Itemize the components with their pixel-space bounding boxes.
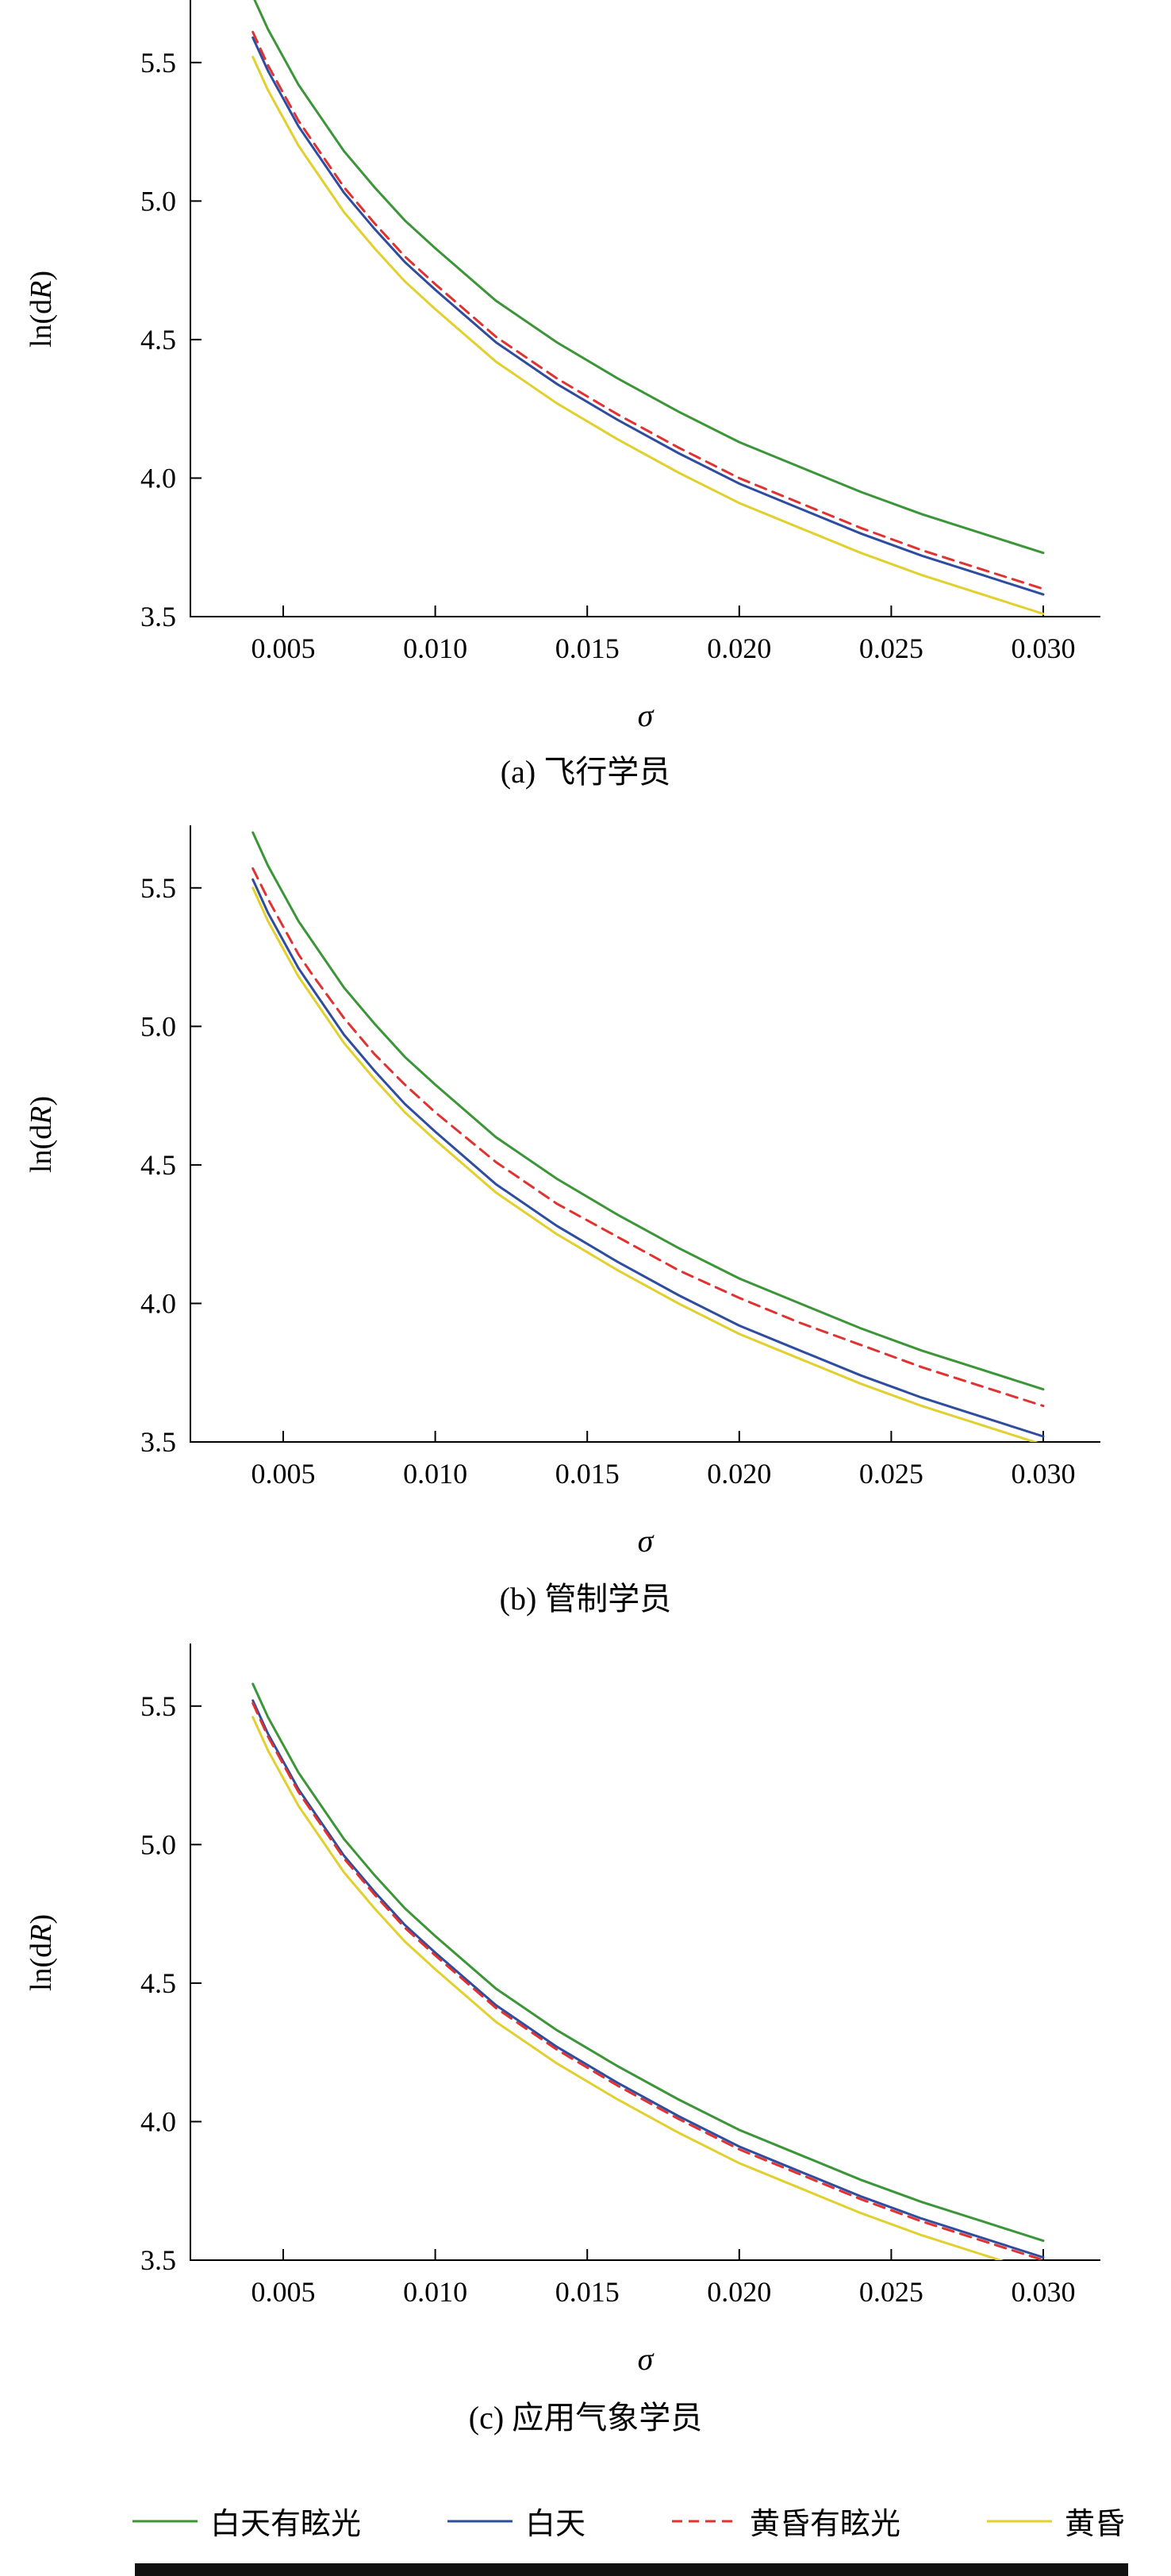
series-day-line [251, 1699, 1045, 2259]
series-day-line [251, 878, 1045, 1438]
series-day-line [251, 36, 1045, 596]
chart-c: 3.5 4.0 4.5 5.0 5.5 0.005 0.010 0.015 0.020 0.025… [0, 1618, 1171, 2437]
chart-b-caption: (b) 管制学员 [499, 1581, 672, 1617]
series-dusk-glare-line [251, 1701, 1045, 2260]
y-tick-label: 5.5 [140, 47, 176, 79]
series-day-glare-line [253, 0, 1045, 555]
chart-a: 3.5 4.0 4.5 5.0 5.5 0.005 0.010 0.015 0.020 0.025… [0, 0, 1171, 791]
y-tick-label: 4.5 [140, 324, 176, 356]
chart-b: 3.5 4.0 4.5 5.0 5.5 0.005 0.010 0.015 0.020 0.025… [0, 791, 1171, 1618]
y-axis-label: ln(dR) [25, 1096, 58, 1173]
x-tick-label: 0.025 [859, 632, 923, 664]
legend-label: 黄昏有眩光 [749, 2508, 900, 2541]
y-tick-label: 5.0 [140, 1010, 176, 1042]
y-tick-label: 3.5 [140, 601, 176, 632]
chart-a-caption: (a) 飞行学员 [500, 754, 671, 790]
x-tick-label: 0.015 [555, 1458, 620, 1490]
x-tick-label: 0.005 [251, 1458, 316, 1490]
y-tick-label: 4.5 [140, 1149, 176, 1181]
x-tick-label: 0.015 [555, 2276, 620, 2308]
x-axis-label: σ [638, 2341, 655, 2377]
series-dusk-line [251, 886, 1039, 1442]
series-dusk-glare-line [251, 867, 1045, 1408]
series-dusk-line [251, 56, 1045, 615]
series-day-glare-line [251, 831, 1045, 1391]
legend: 白天有眩光 白天 黄昏有眩光 黄昏 [0, 2499, 1171, 2543]
x-axis-label: σ [638, 698, 655, 733]
y-tick-label: 4.5 [140, 1967, 176, 1999]
legend-line-dusk-glare-icon [671, 2520, 737, 2522]
x-tick-label: 0.030 [1012, 632, 1076, 664]
y-axis-label: ln(dR) [25, 1914, 58, 1991]
chart-c-caption: (c) 应用气象学员 [468, 2400, 703, 2436]
y-tick-label: 5.5 [140, 1690, 176, 1722]
x-tick-label: 0.005 [251, 632, 316, 664]
legend-item-day: 白天 [446, 2499, 586, 2543]
cropped-next-figure-edge [135, 2563, 1128, 2576]
series-dusk-glare-line [251, 30, 1045, 590]
x-tick-label: 0.025 [859, 1458, 923, 1490]
x-tick-label: 0.010 [403, 632, 467, 664]
x-tick-label: 0.010 [403, 2276, 467, 2308]
legend-label: 白天 [524, 2508, 586, 2541]
legend-item-dusk: 黄昏 [985, 2499, 1125, 2543]
y-tick-label: 4.0 [140, 462, 176, 494]
y-tick-label: 3.5 [140, 1426, 176, 1458]
x-tick-label: 0.010 [403, 1458, 467, 1490]
legend-label: 黄昏 [1064, 2508, 1125, 2541]
y-tick-label: 5.0 [140, 185, 176, 217]
x-tick-label: 0.025 [859, 2276, 923, 2308]
y-tick-label: 3.5 [140, 2244, 176, 2276]
y-tick-label: 5.0 [140, 1828, 176, 1860]
x-tick-label: 0.030 [1012, 2276, 1076, 2308]
x-tick-label: 0.020 [707, 632, 771, 664]
y-axis-label: ln(dR) [25, 271, 58, 348]
legend-label: 白天有眩光 [210, 2508, 362, 2541]
x-axis-label: σ [638, 1523, 655, 1559]
y-tick-label: 5.5 [140, 872, 176, 904]
x-tick-label: 0.030 [1012, 1458, 1076, 1490]
x-tick-label: 0.020 [707, 1458, 771, 1490]
x-tick-label: 0.015 [555, 632, 620, 664]
chart-c-plot: 3.5 4.0 4.5 5.0 5.5 0.005 0.010 0.015 0.020 0.025… [25, 1644, 1100, 2377]
chart-a-plot: 3.5 4.0 4.5 5.0 5.5 0.005 0.010 0.015 0.020 0.025… [25, 0, 1100, 733]
chart-b-plot: 3.5 4.0 4.5 5.0 5.5 0.005 0.010 0.015 0.020 0.025… [25, 825, 1100, 1559]
legend-item-day-glare: 白天有眩光 [131, 2499, 361, 2543]
legend-line-day-glare-icon [132, 2520, 198, 2522]
x-tick-label: 0.020 [707, 2276, 771, 2308]
x-tick-label: 0.005 [251, 2276, 316, 2308]
legend-line-day-icon [447, 2520, 513, 2522]
legend-line-dusk-icon [986, 2520, 1052, 2522]
y-tick-label: 4.0 [140, 2105, 176, 2137]
series-day-glare-line [251, 1682, 1045, 2243]
series-dusk-line [251, 1716, 1004, 2260]
y-tick-label: 4.0 [140, 1287, 176, 1319]
legend-item-dusk-glare: 黄昏有眩光 [670, 2499, 900, 2543]
